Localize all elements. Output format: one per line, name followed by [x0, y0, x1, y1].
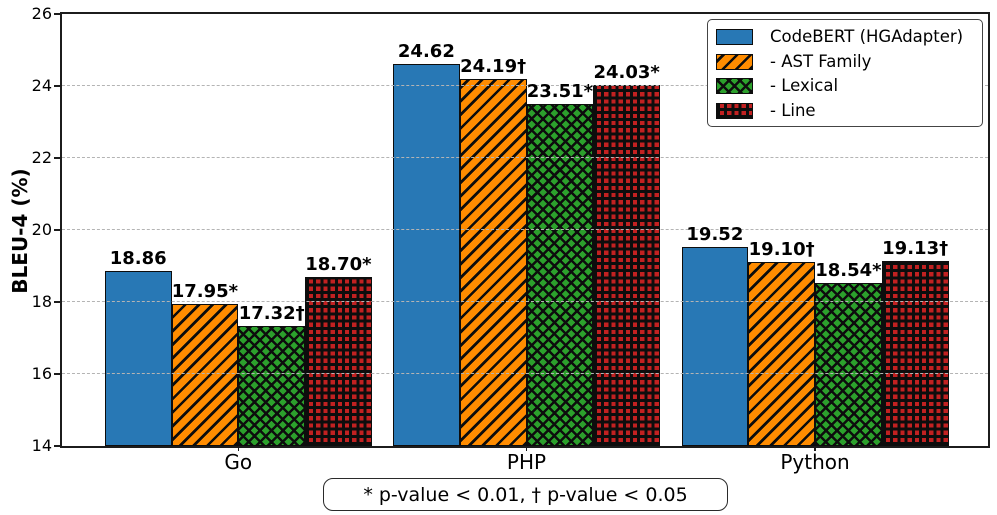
value-label: 19.10† [748, 239, 815, 261]
value-label: 19.13† [882, 238, 949, 260]
legend: CodeBERT (HGAdapter) - AST Family - Lexica… [707, 19, 983, 127]
y-tick-mark [54, 301, 60, 303]
bar-php-2 [526, 103, 594, 446]
x-tick-mark [525, 446, 528, 451]
y-tick-mark [54, 157, 60, 159]
bar-python-1 [748, 262, 815, 446]
bar-go-1 [171, 303, 239, 446]
y-tick-label: 16 [31, 364, 52, 383]
bar-python-0 [681, 247, 749, 446]
y-tick-label: 24 [31, 76, 52, 95]
y-tick-mark [54, 229, 60, 231]
bar-python-2 [815, 282, 882, 446]
annotation-text: * p-value < 0.01, † p-value < 0.05 [363, 483, 688, 506]
value-label: 23.51* [526, 80, 594, 102]
legend-label: CodeBERT (HGAdapter) [770, 27, 964, 47]
bar-go-3 [305, 276, 372, 446]
value-label: 24.19† [460, 56, 527, 78]
legend-swatch-2 [716, 78, 753, 95]
gridline-y22 [62, 157, 988, 159]
legend-label: - Lexical [770, 76, 839, 96]
gridline-y18 [62, 301, 988, 303]
legend-item-3: - Line [716, 99, 982, 124]
value-label: 18.70* [305, 253, 372, 275]
value-label: 17.95* [171, 280, 239, 302]
y-tick-label: 22 [31, 148, 52, 167]
legend-item-1: - AST Family [716, 50, 982, 75]
y-tick-mark [54, 445, 60, 447]
bar-python-3 [881, 261, 949, 446]
legend-label: - AST Family [770, 51, 872, 71]
category-label-php: PHP [506, 450, 547, 474]
bar-go-0 [104, 271, 172, 446]
y-tick-label: 26 [31, 4, 52, 23]
bar-php-0 [393, 63, 460, 446]
x-tick-mark [814, 446, 816, 451]
legend-swatch-1 [716, 53, 753, 70]
value-label: 18.54* [815, 259, 882, 281]
gridline-y20 [62, 229, 988, 231]
y-tick-mark [54, 373, 60, 375]
legend-swatch-3 [716, 102, 753, 119]
y-tick-label: 18 [31, 292, 52, 311]
bar-go-2 [238, 326, 306, 446]
legend-item-2: - Lexical [716, 74, 982, 99]
y-tick-mark [54, 13, 60, 15]
y-tick-mark [54, 85, 60, 87]
y-tick-label: 20 [31, 220, 52, 239]
gridline-y16 [62, 373, 988, 375]
bar-php-3 [593, 84, 660, 446]
value-label: 24.62 [397, 40, 455, 62]
category-label-python: Python [780, 450, 850, 474]
legend-item-0: CodeBERT (HGAdapter) [716, 25, 982, 50]
category-label-go: Go [224, 450, 253, 474]
value-label: 17.32† [238, 303, 305, 325]
annotation-box: * p-value < 0.01, † p-value < 0.05 [323, 478, 728, 511]
y-tick-label: 14 [31, 436, 52, 455]
legend-label: - Line [770, 100, 816, 120]
x-tick-mark [237, 446, 240, 451]
value-label: 18.86 [109, 248, 167, 270]
value-label: 19.52 [686, 224, 744, 246]
value-label: 24.03* [593, 61, 660, 83]
legend-swatch-0 [716, 29, 753, 46]
bar-php-1 [459, 79, 527, 446]
gridline-y24 [62, 85, 988, 87]
